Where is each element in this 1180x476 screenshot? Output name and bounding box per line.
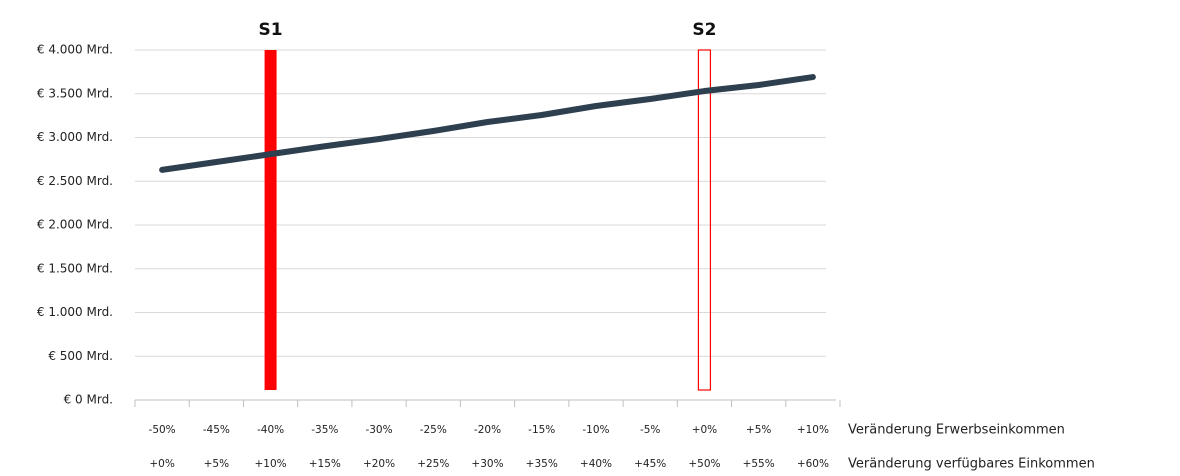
x2-tick-label: +55%	[743, 458, 775, 470]
x-tick-label: -45%	[203, 424, 230, 436]
y-tick-label: € 3.500 Mrd.	[37, 86, 113, 100]
x-tick-label: -20%	[474, 424, 501, 436]
x2-tick-label: +45%	[634, 458, 666, 470]
x-tick-label: +10%	[797, 424, 829, 436]
x2-tick-label: +0%	[149, 458, 174, 470]
x-tick-label: -10%	[582, 424, 609, 436]
x2-tick-label: +30%	[471, 458, 503, 470]
x-tick-label: -30%	[365, 424, 392, 436]
marker-label: S2	[692, 20, 716, 40]
x-tick-label: -35%	[311, 424, 338, 436]
y-tick-label: € 2.000 Mrd.	[37, 218, 113, 232]
x2-tick-label: +35%	[526, 458, 558, 470]
x-tick-label: -50%	[149, 424, 176, 436]
x-tick-label: -5%	[640, 424, 660, 436]
x2-tick-label: +5%	[204, 458, 229, 470]
x2-tick-label: +50%	[688, 458, 720, 470]
y-tick-label: € 0 Mrd.	[64, 393, 113, 407]
line-series	[159, 74, 816, 173]
y-tick-label: € 3.000 Mrd.	[37, 130, 113, 144]
x-tick-label: -15%	[528, 424, 555, 436]
x-tick-label: -25%	[420, 424, 447, 436]
y-tick-label: € 1.000 Mrd.	[37, 305, 113, 319]
y-tick-label: € 2.500 Mrd.	[37, 174, 113, 188]
x-tick-label: -40%	[257, 424, 284, 436]
y-tick-label: € 500 Mrd.	[48, 349, 113, 363]
x2-tick-label: +10%	[255, 458, 287, 470]
x2-tick-label: +40%	[580, 458, 612, 470]
marker-bar	[697, 49, 712, 391]
x2-tick-label: +15%	[309, 458, 341, 470]
marker-bar	[264, 50, 277, 390]
x2-axis-label: Veränderung verfügbares Einkommen	[848, 457, 1095, 472]
y-tick-label: € 1.500 Mrd.	[37, 261, 113, 275]
marker-label: S1	[259, 20, 283, 40]
y-tick-label: € 4.000 Mrd.	[37, 43, 113, 57]
x-tick-label: +5%	[746, 424, 771, 436]
x-tick-label: +0%	[692, 424, 717, 436]
x-axis-label: Veränderung Erwerbseinkommen	[848, 423, 1065, 438]
x2-tick-label: +60%	[797, 458, 829, 470]
x2-tick-label: +25%	[417, 458, 449, 470]
x2-tick-label: +20%	[363, 458, 395, 470]
